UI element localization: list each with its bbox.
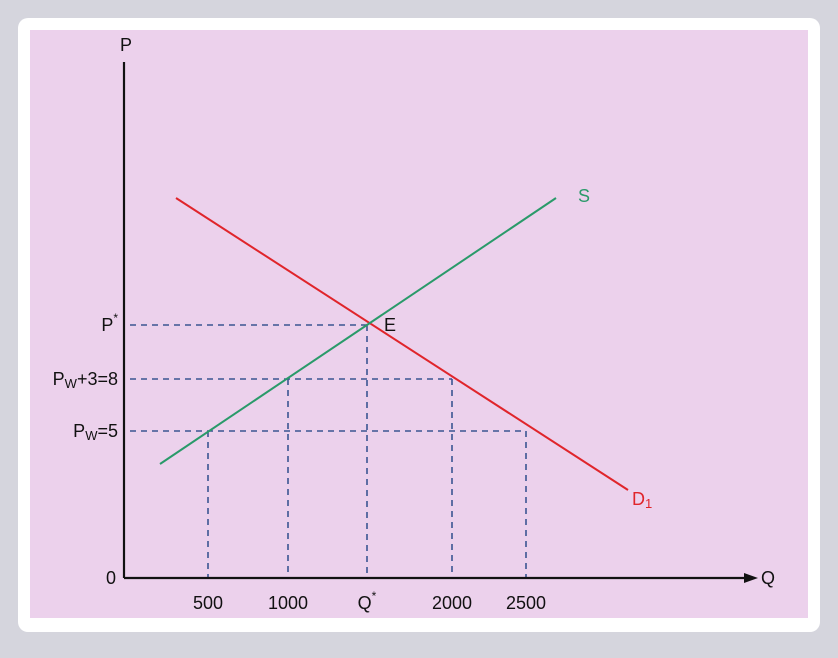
label-sub: W	[65, 376, 78, 391]
label-base: P	[73, 421, 85, 441]
y-axis-label: P	[120, 35, 132, 55]
equilibrium-label: E	[384, 315, 396, 335]
price-label: P*	[101, 311, 118, 335]
label-rest: =5	[97, 421, 118, 441]
quantity-label: 500	[193, 593, 223, 613]
supply-label: S	[578, 186, 590, 206]
quantity-label: 2500	[506, 593, 546, 613]
supply-curve	[159, 197, 557, 465]
x-axis-label: Q	[761, 568, 775, 588]
price-label: PW+3=8	[53, 369, 118, 392]
quantity-label: 1000	[268, 593, 308, 613]
label-base: P	[53, 369, 65, 389]
label-sub: 1	[645, 496, 652, 511]
label-sup: *	[372, 589, 377, 603]
quantity-label: 2000	[432, 593, 472, 613]
price-label: PW=5	[73, 421, 118, 444]
panel	[30, 30, 808, 618]
origin-label: 0	[106, 568, 116, 588]
label-rest: +3=8	[77, 369, 118, 389]
x-axis-arrow	[744, 573, 758, 583]
quantity-label: Q*	[358, 589, 377, 613]
label-sup: *	[113, 311, 118, 325]
demand-label: D1	[632, 489, 652, 512]
demand-curve	[175, 197, 629, 491]
guides	[130, 324, 527, 578]
label-base: Q	[358, 593, 372, 613]
label-sub: W	[85, 428, 98, 443]
label-base: P	[101, 315, 113, 335]
label-base: D	[632, 489, 645, 509]
